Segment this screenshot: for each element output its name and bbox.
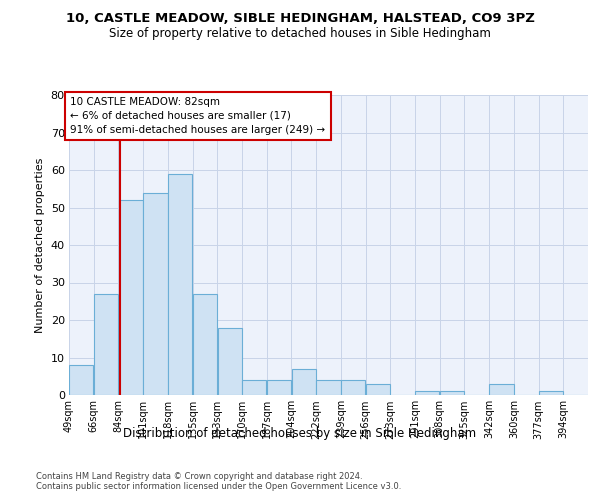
Bar [168,174,193,395]
Text: Contains HM Land Registry data © Crown copyright and database right 2024.: Contains HM Land Registry data © Crown c… [36,472,362,481]
Text: Distribution of detached houses by size in Sible Hedingham: Distribution of detached houses by size … [124,428,476,440]
Bar [539,391,563,395]
Y-axis label: Number of detached properties: Number of detached properties [35,158,45,332]
Bar [218,328,242,395]
Bar [341,380,365,395]
Bar [94,294,118,395]
Bar [143,192,167,395]
Bar [316,380,341,395]
Bar [415,391,439,395]
Text: Size of property relative to detached houses in Sible Hedingham: Size of property relative to detached ho… [109,28,491,40]
Bar [69,365,94,395]
Text: Contains public sector information licensed under the Open Government Licence v3: Contains public sector information licen… [36,482,401,491]
Text: 10, CASTLE MEADOW, SIBLE HEDINGHAM, HALSTEAD, CO9 3PZ: 10, CASTLE MEADOW, SIBLE HEDINGHAM, HALS… [65,12,535,26]
Bar [440,391,464,395]
Bar [193,294,217,395]
Bar [242,380,266,395]
Bar [366,384,390,395]
Text: 10 CASTLE MEADOW: 82sqm
← 6% of detached houses are smaller (17)
91% of semi-det: 10 CASTLE MEADOW: 82sqm ← 6% of detached… [70,97,326,135]
Bar [490,384,514,395]
Bar [292,369,316,395]
Bar [267,380,291,395]
Bar [119,200,143,395]
